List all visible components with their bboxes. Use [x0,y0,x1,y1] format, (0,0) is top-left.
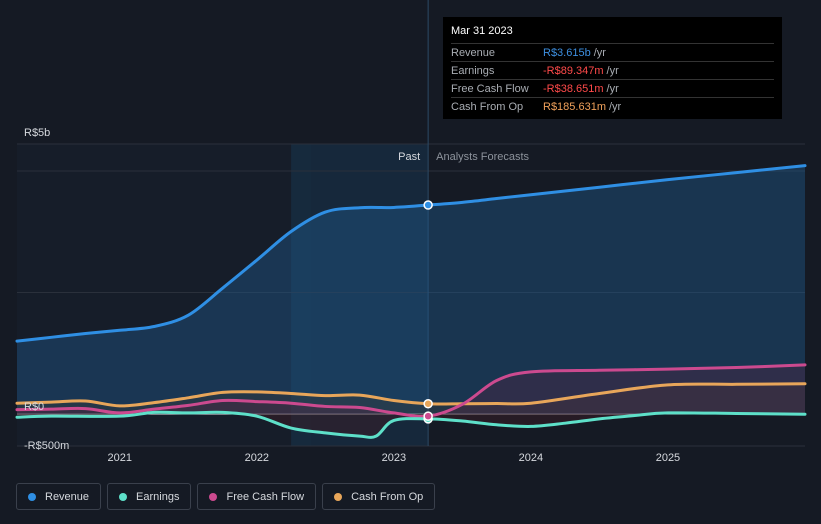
series-line-cash-from-op [15,382,807,408]
series-line-earnings [15,410,807,439]
tooltip-row-cash-from-op: Cash From Op R$185.631m /yr [451,97,774,115]
y-tick-label: R$0 [24,401,44,413]
tooltip-value: -R$89.347m [543,64,604,77]
series-area-cash-from-op [17,383,805,414]
past-background [17,144,311,446]
series-lines [15,164,807,439]
tooltip-row-revenue: Revenue R$3.615b /yr [451,43,774,61]
legend-item-earnings[interactable]: Earnings [107,483,192,510]
x-tick-label: 2021 [108,452,132,464]
tooltip-date: Mar 31 2023 [451,25,513,37]
tooltip-row-free-cash-flow: Free Cash Flow -R$38.651m /yr [451,79,774,97]
x-tick-label: 2023 [382,452,406,464]
x-tick-label: 2024 [519,452,543,464]
marker-free-cash-flow [423,411,433,421]
legend-item-revenue[interactable]: Revenue [16,483,102,510]
tooltip-unit: /yr [606,82,619,95]
axis-labels: R$5b R$0 -R$500m 2021 2022 2023 2024 2025 [24,127,680,464]
series-line-revenue [15,164,807,343]
tooltip-label: Earnings [451,64,495,77]
y-tick-label: -R$500m [24,440,69,452]
forecast-label: Analysts Forecasts [436,151,529,163]
legend-item-free-cash-flow[interactable]: Free Cash Flow [197,483,317,510]
earnings-dot-icon [119,492,128,501]
revenue-dot-icon [28,492,36,501]
legend-label: Revenue [45,490,90,503]
tooltip-unit: /yr [593,46,606,59]
hover-markers [423,200,433,424]
x-tick-label: 2025 [656,452,680,464]
x-tick-label: 2022 [245,452,269,464]
tooltip-label: Free Cash Flow [451,82,529,95]
tooltip-unit: /yr [606,64,619,77]
series-area-free-cash-flow [17,364,805,417]
series-area-revenue [17,165,805,414]
marker-cash-from-op [423,398,433,409]
tooltip-row-earnings: Earnings -R$89.347m /yr [451,61,774,79]
tooltip-label: Cash From Op [451,100,524,113]
y-tick-label: R$5b [24,127,50,139]
tooltip-value: R$185.631m [543,100,606,113]
series-areas [17,165,805,438]
tooltip: Mar 31 2023 Revenue R$3.615b /yr Earning… [443,17,782,119]
marker-revenue [423,200,433,210]
free-cash-flow-dot-icon [209,492,218,501]
tooltip-value: -R$38.651m [543,82,604,95]
tooltip-value: R$3.615b [543,46,591,59]
legend-label: Earnings [136,490,180,503]
tooltip-unit: /yr [609,100,622,113]
legend-label: Free Cash Flow [226,490,305,503]
legend-item-cash-from-op[interactable]: Cash From Op [322,483,436,510]
legend: Revenue Earnings Free Cash Flow Cash Fro… [16,483,436,510]
past-label: Past [398,151,420,163]
cash-from-op-dot-icon [334,492,343,501]
series-line-free-cash-flow [15,363,807,418]
tooltip-label: Revenue [451,46,496,59]
legend-label: Cash From Op [351,490,424,503]
